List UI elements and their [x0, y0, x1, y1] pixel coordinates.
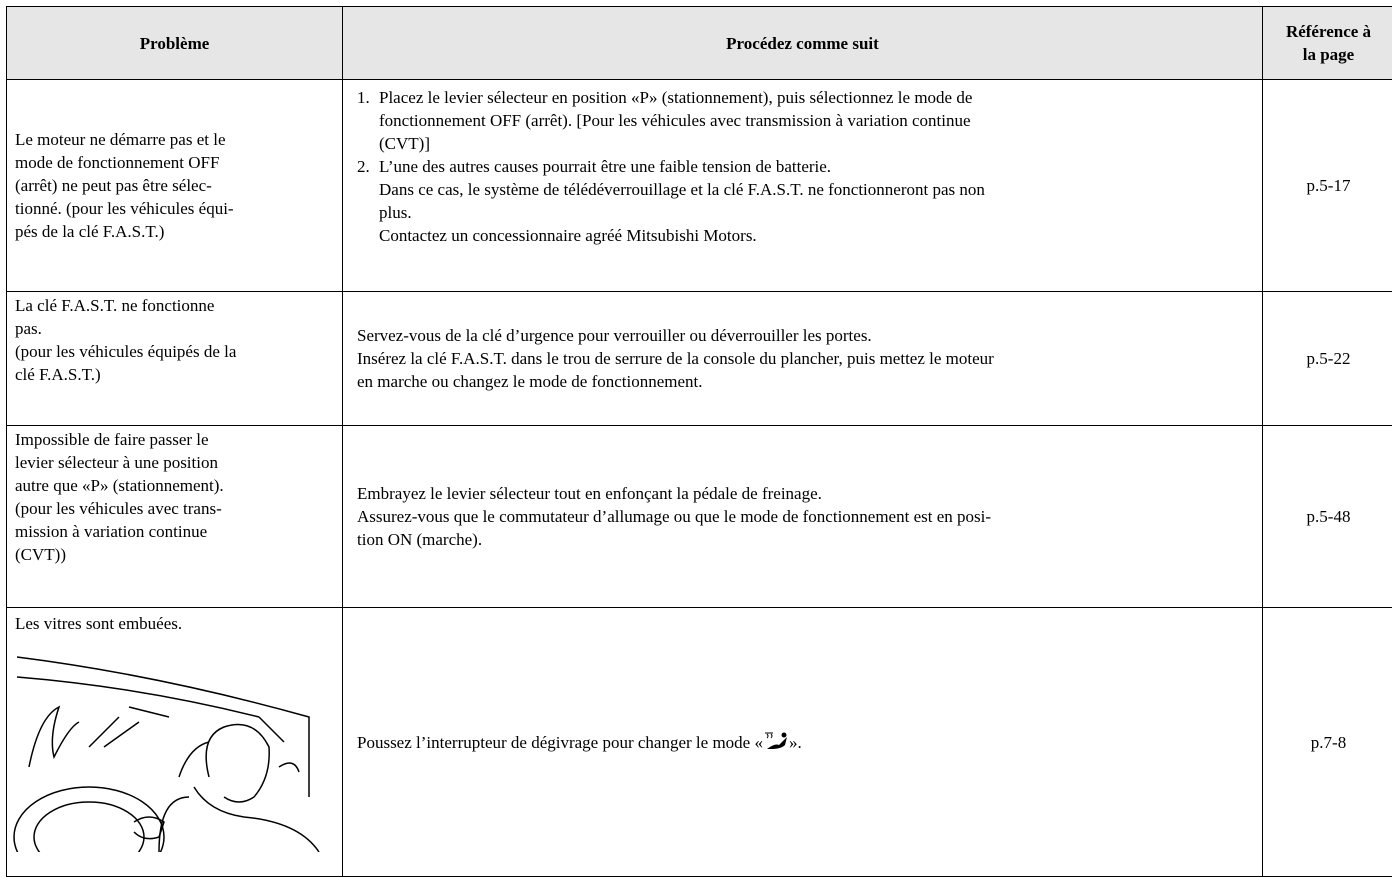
- text-line: en marche ou changez le mode de fonction…: [357, 372, 703, 391]
- item-number: 1.: [357, 88, 370, 107]
- text-line: (pour les véhicules équipés de la: [15, 342, 237, 361]
- procedure-cell: Servez-vous de la clé d’urgence pour ver…: [342, 291, 1263, 426]
- row: Impossible de faire passer le levier séle…: [6, 425, 1392, 608]
- procedure-cell: Poussez l’interrupteur de dégivrage pour…: [342, 607, 1263, 877]
- reference-cell: p.5-22: [1262, 291, 1392, 426]
- problem-cell: La clé F.A.S.T. ne fonctionne pas. (pour l…: [6, 291, 343, 426]
- text-line: fonctionnement OFF (arrêt). [Pour les vé…: [379, 111, 971, 130]
- text-line: La clé F.A.S.T. ne fonctionne: [15, 296, 215, 315]
- text-line: clé F.A.S.T.): [15, 365, 101, 384]
- text-line: tion ON (marche).: [357, 530, 483, 549]
- text-line: Le moteur ne démarre pas et le: [15, 130, 226, 149]
- text-line: (CVT)): [15, 545, 66, 564]
- text-line: Les vitres sont embuées.: [15, 614, 183, 633]
- text-line: Impossible de faire passer le: [15, 430, 209, 449]
- list-item: 2. L’une des autres causes pourrait être…: [357, 155, 1254, 247]
- text-line: plus.: [379, 203, 412, 222]
- problem-cell: Impossible de faire passer le levier séle…: [6, 425, 343, 608]
- text-line: Contactez un concessionnaire agréé Mitsu…: [379, 226, 757, 245]
- reference-cell: p.5-48: [1262, 425, 1392, 608]
- header-line: Référence à: [1285, 22, 1372, 41]
- illustration: [13, 656, 320, 852]
- text-line: pas.: [15, 319, 42, 338]
- procedure-text: Poussez l’interrupteur de dégivrage pour…: [357, 732, 763, 752]
- text-line: pés de la clé F.A.S.T.): [15, 222, 165, 241]
- text-line: L’une des autres causes pourrait être un…: [379, 157, 832, 176]
- text-line: autre que «P» (stationnement).: [15, 476, 224, 495]
- header-line: la page: [1302, 45, 1355, 64]
- procedure-text: ».: [788, 732, 802, 752]
- procedure-cell: Embrayez le levier sélecteur tout en enf…: [342, 425, 1263, 608]
- text-line: (pour les véhicules avec trans-: [15, 499, 222, 518]
- header-cell: Procédez comme suit: [342, 6, 1263, 80]
- item-number: 2.: [357, 157, 370, 176]
- procedure-cell: 1. Placez le levier sélecteur en positio…: [342, 79, 1263, 292]
- problem-text: Les vitres sont embuées.: [15, 612, 334, 635]
- row: La clé F.A.S.T. ne fonctionne pas. (pour l…: [6, 291, 1392, 426]
- text-line: mode de fonctionnement OFF: [15, 153, 220, 172]
- defrost-icon: [764, 732, 787, 749]
- text-line: tionné. (pour les véhicules équi-: [15, 199, 234, 218]
- reference-cell: p.5-17: [1262, 79, 1392, 292]
- header-cell: Problème: [6, 6, 343, 80]
- text-line: Insérez la clé F.A.S.T. dans le trou de …: [357, 349, 994, 368]
- list-item: 1. Placez le levier sélecteur en positio…: [357, 86, 1254, 155]
- header-row: Problème Procédez comme suit Référence à…: [6, 6, 1392, 80]
- text-line: Placez le levier sélecteur en position «…: [379, 88, 973, 107]
- text-line: Servez-vous de la clé d’urgence pour ver…: [357, 326, 872, 345]
- header-cell: Référence à la page: [1262, 6, 1392, 80]
- troubleshooting-table: Problème Procédez comme suit Référence à…: [6, 6, 1392, 877]
- reference-cell: p.7-8: [1262, 607, 1392, 877]
- problem-cell: Les vitres sont embuées.: [6, 607, 343, 877]
- item-text: Placez le levier sélecteur en position «…: [379, 86, 972, 155]
- text-line: (CVT)]: [379, 134, 430, 153]
- row: Les vitres sont embuées.: [6, 607, 1392, 877]
- text-line: mission à variation continue: [15, 522, 208, 541]
- problem-cell: Le moteur ne démarre pas et le mode de fo…: [6, 79, 343, 292]
- text-line: Embrayez le levier sélecteur tout en enf…: [357, 484, 822, 503]
- text-line: levier sélecteur à une position: [15, 453, 218, 472]
- text-line: Assurez-vous que le commutateur d’alluma…: [357, 507, 992, 526]
- item-text: L’une des autres causes pourrait être un…: [379, 155, 985, 247]
- row: Le moteur ne démarre pas et le mode de fo…: [6, 79, 1392, 292]
- text-line: (arrêt) ne peut pas être sélec-: [15, 176, 212, 195]
- text-line: Dans ce cas, le système de télédéverroui…: [379, 180, 985, 199]
